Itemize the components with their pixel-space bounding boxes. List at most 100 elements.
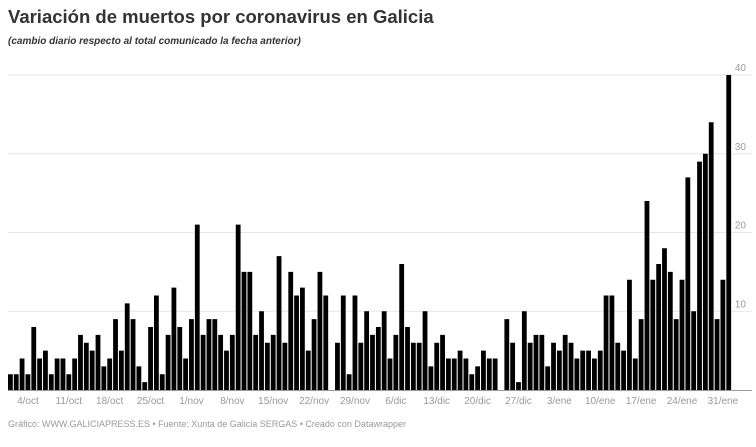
bar-28/nov (346, 374, 352, 390)
bar-14/ene (621, 350, 626, 390)
bar-8/ene (586, 350, 591, 390)
bar-3/nov (200, 334, 206, 390)
chart-title: Variación de muertos por coronavirus en … (8, 6, 434, 27)
x-tick-label: 24/ene (667, 396, 698, 407)
bar-29/nov (352, 295, 358, 390)
bar-17/nov (282, 342, 288, 390)
bar-25/dic (504, 319, 510, 390)
x-tick-label: 15/nov (258, 396, 288, 407)
bar-6/oct (37, 358, 42, 390)
bar-15/oct (89, 350, 95, 390)
gridlines (8, 74, 752, 312)
bar-11/oct (66, 374, 72, 390)
bar-10/nov (241, 271, 247, 390)
bar-12/ene (609, 295, 615, 390)
x-tick-label: 8/nov (220, 396, 244, 407)
bar-1/feb (726, 75, 732, 390)
bar-21/dic (481, 350, 486, 390)
bars (8, 75, 732, 390)
x-tick-label: 31/ene (708, 396, 739, 407)
bar-2/ene (551, 342, 556, 390)
bar-15/dic (446, 358, 451, 390)
bar-26/nov (335, 342, 340, 390)
bar-22/ene (667, 271, 673, 390)
x-tick-label: 1/nov (179, 396, 203, 407)
bar-18/ene (644, 201, 650, 390)
bar-17/dic (457, 350, 463, 390)
bar-9/oct (54, 358, 60, 390)
bar-18/nov (288, 271, 294, 390)
bar-2/dic (370, 334, 375, 390)
bar-16/oct (95, 334, 101, 390)
bar-11/ene (603, 295, 609, 390)
bar-17/ene (638, 319, 644, 390)
bar-24/ene (679, 279, 685, 390)
bar-31/oct (183, 358, 188, 390)
x-tick-label: 10/ene (585, 396, 616, 407)
bar-4/oct (25, 374, 31, 390)
bar-11/nov (247, 271, 253, 390)
x-tick-label: 29/nov (340, 396, 370, 407)
bar-4/dic (381, 311, 387, 390)
bar-23/dic (492, 358, 498, 390)
x-tick-label: 22/nov (299, 396, 329, 407)
bar-13/oct (78, 334, 83, 390)
bar-28/dic (521, 311, 527, 390)
bar-27/oct (159, 374, 165, 390)
bar-7/dic (399, 264, 405, 390)
bar-21/nov (305, 350, 311, 390)
bar-29/dic (527, 342, 533, 390)
bar-31/dic (539, 334, 545, 390)
bar-9/ene (592, 358, 597, 390)
bar-10/ene (597, 350, 603, 390)
bar-27/nov (340, 295, 346, 390)
y-tick-label: 10 (735, 299, 747, 310)
bar-22/oct (130, 319, 136, 390)
bar-10/dic (416, 342, 422, 390)
bar-8/oct (48, 374, 54, 390)
bar-28/oct (165, 334, 171, 390)
bar-7/oct (43, 350, 48, 390)
bar-2/oct (13, 374, 19, 390)
bar-18/dic (463, 358, 469, 390)
bar-28/ene (702, 153, 708, 390)
bar-13/dic (434, 342, 440, 390)
x-tick-label: 13/dic (423, 396, 450, 407)
x-tick-label: 3/ene (547, 396, 572, 407)
bar-5/dic (387, 358, 393, 390)
y-tick-label: 20 (735, 221, 747, 232)
bar-30/ene (714, 319, 720, 390)
bar-26/ene (691, 311, 697, 390)
x-tick-label: 25/oct (137, 396, 164, 407)
bar-19/ene (650, 279, 656, 390)
bar-5/ene (568, 342, 574, 390)
bar-11/dic (422, 311, 428, 390)
bar-4/ene (562, 334, 568, 390)
y-tick-label: 40 (735, 63, 747, 74)
bar-15/ene (627, 279, 632, 390)
x-axis-ticks: 4/oct 11/oct 18/oct 25/oct 1/nov 8/nov 15/nov 2… (17, 396, 739, 407)
bar-26/dic (510, 342, 516, 390)
bar-19/dic (469, 374, 475, 390)
bar-30/nov (358, 342, 364, 390)
bar-13/nov (259, 311, 264, 390)
bar-29/ene (708, 122, 714, 390)
x-tick-label: 18/oct (96, 396, 123, 407)
bar-13/ene (615, 342, 621, 390)
y-tick-label: 30 (735, 142, 747, 153)
bar-29/oct (171, 287, 177, 390)
bar-1/ene (545, 366, 551, 390)
x-tick-label: 17/ene (626, 396, 657, 407)
bar-15/nov (270, 334, 276, 390)
bar-30/dic (533, 334, 539, 390)
bar-2/nov (194, 224, 200, 390)
bar-14/oct (83, 342, 89, 390)
bar-1/dic (364, 311, 370, 390)
bar-9/dic (410, 342, 416, 390)
bar-25/ene (685, 177, 691, 390)
bar-16/nov (276, 256, 282, 390)
x-tick-label: 6/dic (385, 396, 406, 407)
bar-27/dic (516, 382, 521, 390)
bar-20/oct (118, 350, 124, 390)
